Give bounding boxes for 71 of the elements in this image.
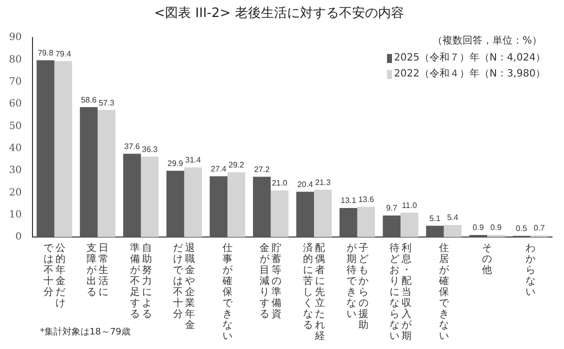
x-tick-label: その他	[482, 243, 492, 276]
data-label: 0.9	[490, 223, 502, 232]
bar	[36, 60, 54, 237]
category-label: 利息・配当収入が期待どおりにならない	[390, 243, 412, 342]
data-label: 79.4	[55, 49, 72, 58]
category-label: 住居が確保できない	[438, 243, 449, 342]
data-label: 13.1	[340, 196, 357, 206]
y-tick-label: 70	[8, 76, 22, 88]
bar	[296, 192, 314, 237]
category-label: 配偶者に先立たれ経済的に苦しくなる	[302, 243, 325, 342]
chart-subtitle: （複数回答，単位：%）	[432, 34, 542, 47]
data-label: 0.9	[472, 223, 484, 232]
bar	[140, 156, 159, 237]
data-label: 29.2	[228, 160, 245, 170]
data-label: 11.0	[402, 200, 418, 210]
category-label: 公的年金だけでは不十分	[43, 243, 66, 309]
data-label: 58.6	[80, 95, 98, 104]
data-label: 21.3	[315, 178, 332, 188]
y-tick-label: 10	[8, 209, 22, 220]
x-tick-label: わからない	[525, 243, 536, 298]
data-label: 37.6	[124, 142, 140, 151]
bar	[123, 154, 141, 237]
data-label: 13.6	[358, 195, 374, 204]
data-label: 0.7	[534, 224, 546, 233]
bar	[314, 190, 332, 237]
bar	[184, 167, 202, 237]
bar	[400, 212, 418, 237]
bar	[444, 225, 462, 237]
bar	[252, 176, 271, 237]
bar	[340, 208, 358, 237]
data-label: 27.4	[210, 164, 227, 174]
y-tick-label: 0	[15, 232, 22, 243]
y-tick-label: 60	[8, 98, 22, 110]
bar	[98, 110, 116, 237]
bar	[270, 190, 288, 237]
y-tick-label: 90	[8, 32, 22, 44]
data-label: 21.0	[272, 178, 288, 188]
category-label: 退職金や企業年金だけでは不十分	[173, 243, 196, 331]
data-label: 5.1	[429, 214, 442, 223]
category-label: 仕事が確保できない	[222, 243, 232, 342]
text: *集計対象は18～79歳	[40, 326, 130, 338]
y-tick-label: 40	[8, 142, 22, 154]
data-label: 79.8	[38, 48, 54, 58]
y-tick-label: 20	[8, 187, 22, 198]
data-label: 57.3	[98, 98, 115, 108]
data-label: 36.3	[142, 144, 158, 154]
legend-label: 2022（令和４）年（N：3,980）	[394, 68, 546, 80]
bar	[382, 216, 401, 237]
category-label: 日常生活に支障が出る	[86, 243, 109, 298]
bar	[166, 170, 184, 237]
data-label: 0.5	[516, 224, 528, 234]
data-label: 27.2	[254, 164, 270, 174]
legend-label: 2025（令和７）年（N：4,024）	[394, 52, 546, 64]
bar	[54, 61, 72, 237]
data-label: 31.4	[185, 156, 202, 165]
bar	[210, 176, 228, 237]
data-label: 29.9	[168, 158, 184, 168]
chart-title: <図表 III-2> 老後生活に対する不安の内容	[154, 5, 404, 22]
category-label: 子どもからの援助が期待できない	[346, 243, 368, 331]
category-label: 貯蓄等の準備資金が目減りする	[260, 243, 282, 320]
y-tick-label: 30	[8, 165, 22, 176]
data-label: 9.7	[386, 204, 398, 213]
data-label: 5.4	[447, 213, 459, 222]
data-label: 20.4	[297, 180, 314, 190]
y-tick-label: 50	[8, 120, 22, 132]
bar	[357, 206, 376, 237]
y-tick-label: 80	[8, 54, 22, 66]
bar	[426, 226, 444, 237]
bar	[227, 172, 246, 237]
bar	[80, 107, 98, 237]
category-label: 自助努力による準備が不足する	[130, 243, 152, 320]
